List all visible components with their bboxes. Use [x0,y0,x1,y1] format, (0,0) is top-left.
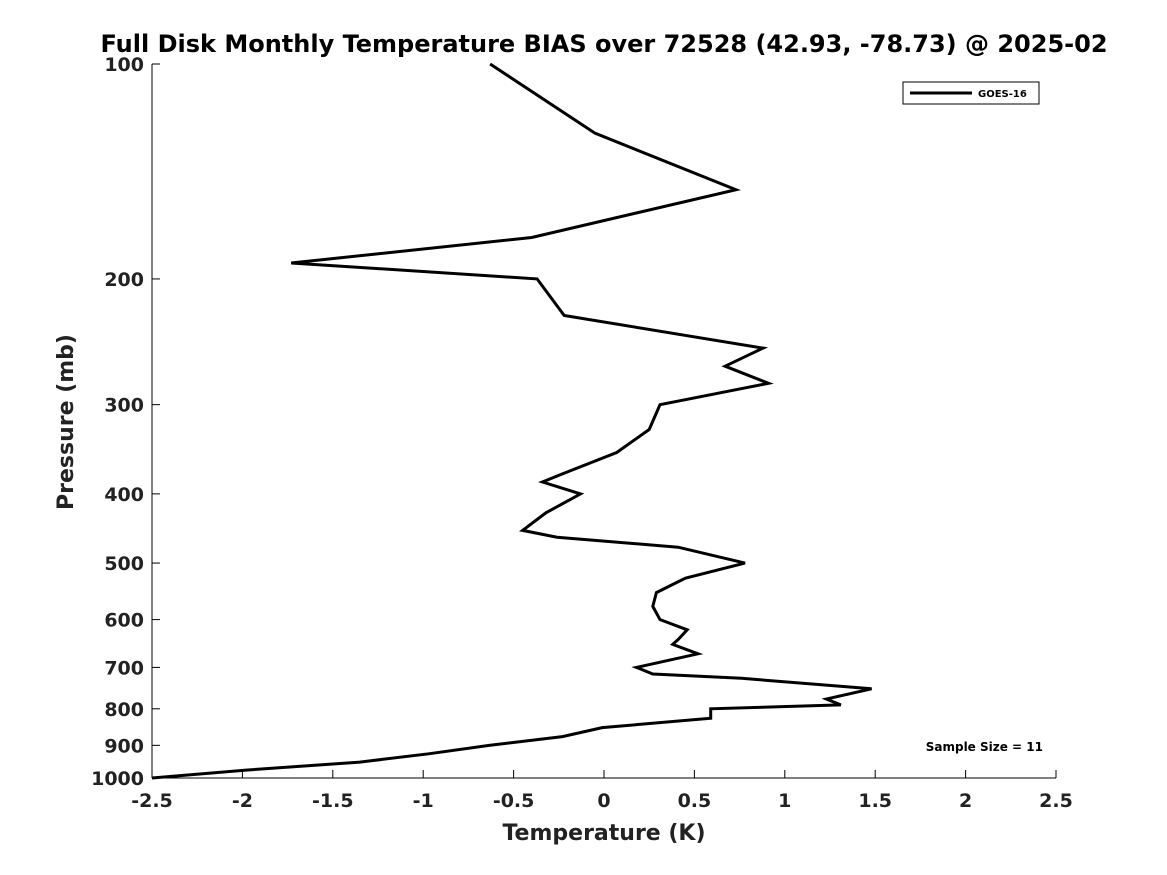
x-axis-ticks: -2.5 -2 -1.5 -1 -0.5 0 0.5 1 1.5 2 2.5 [131,770,1073,812]
x-tick-label: 0 [597,790,610,812]
y-tick-label: 400 [104,484,144,506]
x-tick-label: -0.5 [493,790,535,812]
x-tick-label: -1.5 [312,790,354,812]
y-axis-label: Pressure (mb) [54,334,79,510]
sample-size-annotation: Sample Size = 11 [926,740,1043,754]
x-tick-label: -2.5 [131,790,173,812]
x-tick-label: 0.5 [678,790,712,812]
series-line-goes-16 [151,62,872,780]
y-tick-label: 200 [104,269,144,291]
y-tick-label: 100 [104,54,144,76]
x-axis-label: Temperature (K) [502,821,705,846]
axes [151,64,1056,779]
x-tick-label: 2.5 [1039,790,1073,812]
x-tick-label: -1 [413,790,434,812]
legend-label-goes-16: GOES-16 [978,89,1027,100]
y-tick-label: 900 [104,735,144,757]
y-tick-label: 800 [104,699,144,721]
y-tick-label: 500 [104,553,144,575]
y-tick-label: 300 [104,395,144,417]
y-tick-label: 600 [104,610,144,632]
legend: GOES-16 [902,81,1040,105]
y-axis-ticks: 100 200 300 400 500 600 700 800 900 1000 [91,54,160,790]
x-tick-label: 1.5 [858,790,892,812]
y-tick-label: 1000 [91,768,144,790]
x-tick-label: 1 [778,790,791,812]
y-tick-label: 700 [104,657,144,679]
x-tick-label: 2 [959,790,972,812]
chart-title: Full Disk Monthly Temperature BIAS over … [100,30,1107,58]
x-tick-label: -2 [232,790,253,812]
